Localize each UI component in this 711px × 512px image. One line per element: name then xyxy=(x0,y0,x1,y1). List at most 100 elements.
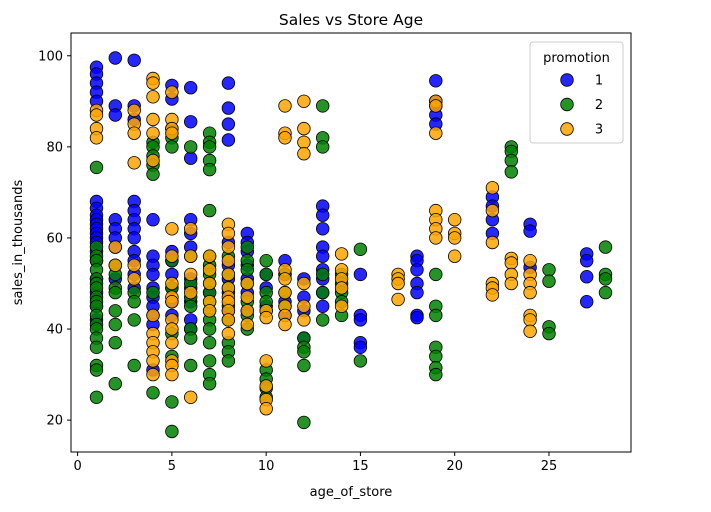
point-promotion-1 xyxy=(410,285,424,300)
x-tick-label: 0 xyxy=(73,459,81,474)
legend-box xyxy=(529,41,624,144)
point-promotion-3 xyxy=(146,76,160,90)
point-promotion-3 xyxy=(127,156,141,170)
point-promotion-3 xyxy=(221,326,236,341)
point-promotion-2 xyxy=(108,304,123,318)
point-promotion-2 xyxy=(89,160,104,175)
point-promotion-2 xyxy=(429,267,443,282)
point-promotion-3 xyxy=(221,254,236,268)
point-promotion-3 xyxy=(183,267,198,282)
point-promotion-1 xyxy=(221,101,236,115)
y-axis-label: sales_in_thousands xyxy=(11,180,26,306)
point-promotion-2 xyxy=(108,336,123,350)
point-promotion-3 xyxy=(127,103,141,118)
point-promotion-2 xyxy=(127,295,141,309)
point-promotion-3 xyxy=(146,354,160,368)
point-promotion-2 xyxy=(316,285,330,300)
point-promotion-2 xyxy=(429,308,443,323)
point-promotion-2 xyxy=(542,263,556,277)
point-promotion-3 xyxy=(165,222,179,236)
point-promotion-3 xyxy=(165,85,179,99)
point-promotion-2 xyxy=(240,263,255,277)
point-promotion-3 xyxy=(108,258,123,273)
point-promotion-3 xyxy=(240,290,255,304)
legend-title: promotion xyxy=(543,51,610,66)
point-promotion-2 xyxy=(429,367,443,382)
point-promotion-1 xyxy=(353,313,368,327)
point-promotion-3 xyxy=(523,324,537,339)
point-promotion-3 xyxy=(202,263,217,277)
point-promotion-3 xyxy=(297,121,311,136)
point-promotion-3 xyxy=(448,249,462,263)
point-promotion-3 xyxy=(165,367,179,382)
point-promotion-3 xyxy=(504,276,519,291)
point-promotion-2 xyxy=(146,386,160,400)
point-promotion-2 xyxy=(259,254,273,268)
point-promotion-2 xyxy=(146,167,160,181)
point-promotion-3 xyxy=(165,126,179,140)
point-promotion-3 xyxy=(259,379,273,393)
point-promotion-3 xyxy=(89,108,104,122)
point-promotion-2 xyxy=(202,203,217,218)
point-promotion-2 xyxy=(202,354,217,368)
point-promotion-2 xyxy=(183,358,198,373)
point-promotion-1 xyxy=(221,76,236,90)
point-promotion-1 xyxy=(410,310,424,325)
series-3 xyxy=(89,71,537,416)
point-promotion-2 xyxy=(297,358,311,373)
point-promotion-3 xyxy=(297,313,311,327)
x-axis-label: age_of_store xyxy=(310,485,393,500)
point-promotion-2 xyxy=(202,322,217,336)
point-promotion-2 xyxy=(202,140,217,154)
point-promotion-3 xyxy=(183,285,198,300)
point-promotion-3 xyxy=(89,131,104,145)
point-promotion-3 xyxy=(297,276,311,291)
point-promotion-3 xyxy=(202,276,217,291)
point-promotion-2 xyxy=(183,299,198,314)
point-promotion-3 xyxy=(202,304,217,318)
y-tick-label: 20 xyxy=(46,414,63,429)
x-tick-label: 20 xyxy=(446,459,463,474)
point-promotion-3 xyxy=(183,390,198,405)
point-promotion-1 xyxy=(108,51,123,65)
point-promotion-1 xyxy=(410,263,424,277)
y-tick-label: 80 xyxy=(46,140,63,155)
point-promotion-1 xyxy=(183,151,198,165)
point-promotion-3 xyxy=(165,276,179,291)
point-promotion-3 xyxy=(334,299,349,314)
point-promotion-3 xyxy=(485,288,500,302)
point-promotion-2 xyxy=(542,274,556,288)
point-promotion-2 xyxy=(504,153,519,168)
point-promotion-1 xyxy=(316,249,330,263)
point-promotion-3 xyxy=(448,231,462,245)
y-tick-label: 100 xyxy=(38,49,63,64)
point-promotion-2 xyxy=(429,349,443,364)
point-promotion-3 xyxy=(297,94,311,109)
point-promotion-3 xyxy=(278,272,292,286)
point-promotion-3 xyxy=(429,126,443,140)
point-promotion-2 xyxy=(202,162,217,177)
point-promotion-3 xyxy=(485,181,500,195)
point-promotion-3 xyxy=(240,304,255,318)
point-promotion-3 xyxy=(334,281,349,295)
point-promotion-2 xyxy=(146,285,160,300)
point-promotion-3 xyxy=(429,231,443,245)
point-promotion-2 xyxy=(297,345,311,359)
point-promotion-3 xyxy=(504,256,519,270)
point-promotion-3 xyxy=(391,292,405,307)
point-promotion-3 xyxy=(165,295,179,309)
point-promotion-3 xyxy=(165,249,179,263)
point-promotion-3 xyxy=(259,354,273,368)
point-promotion-1 xyxy=(146,267,160,282)
point-promotion-3 xyxy=(146,126,160,140)
point-promotion-2 xyxy=(353,354,368,368)
point-promotion-1 xyxy=(580,254,594,268)
point-promotion-1 xyxy=(221,117,236,131)
point-promotion-2 xyxy=(598,285,613,300)
point-promotion-3 xyxy=(391,276,405,291)
point-promotion-2 xyxy=(316,99,330,113)
point-promotion-3 xyxy=(183,249,198,263)
point-promotion-1 xyxy=(183,80,198,95)
point-promotion-2 xyxy=(221,354,236,368)
